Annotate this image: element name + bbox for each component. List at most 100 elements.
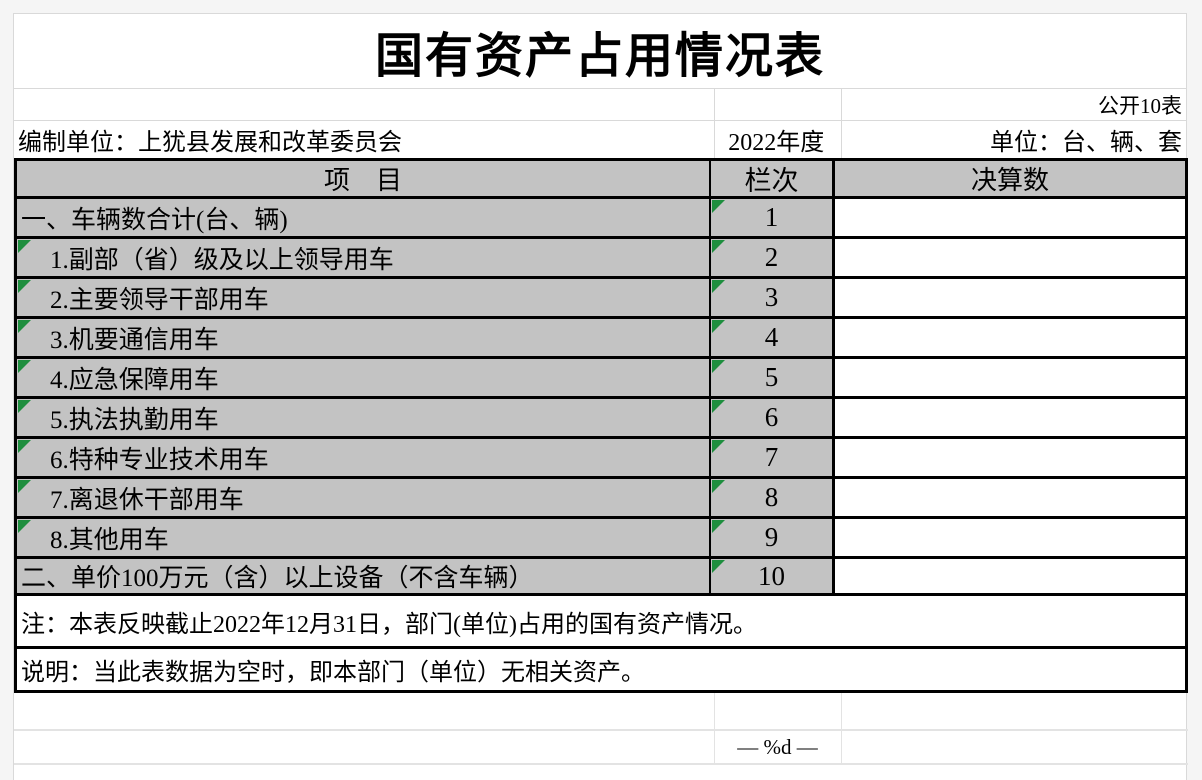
value-cell: [835, 479, 1185, 516]
item-cell: 2.主要领导干部用车: [17, 279, 711, 316]
column-no-cell: 1: [711, 199, 835, 236]
table-row: 6.特种专业技术用车 7: [17, 439, 1185, 479]
item-cell: 二、单价100万元（含）以上设备（不含车辆）: [17, 559, 711, 593]
title-row: 国有资产占用情况表: [14, 14, 1186, 89]
grid-hairline: [841, 121, 842, 158]
column-no-label: 6: [764, 402, 779, 432]
item-cell: 3.机要通信用车: [17, 319, 711, 356]
item-cell: 6.特种专业技术用车: [17, 439, 711, 476]
footer-row: — %d —: [14, 731, 1188, 765]
column-no-cell: 2: [711, 239, 835, 276]
cell-error-marker-icon: [712, 560, 725, 573]
value-cell: [835, 559, 1185, 593]
cell-error-marker-icon: [712, 400, 725, 413]
item-cell: 一、车辆数合计(台、辆): [17, 199, 711, 236]
value-cell: [835, 199, 1185, 236]
cell-error-marker-icon: [712, 360, 725, 373]
asset-table: 项 目 栏次 决算数 一、车辆数合计(台、辆) 1 1.副部（省）级及以上领导用车 2…: [14, 158, 1188, 596]
grid-hairline: [714, 89, 715, 120]
empty-row: [14, 693, 1188, 731]
column-no-label: 3: [764, 282, 779, 312]
item-label: 6.特种专业技术用车: [50, 446, 269, 474]
cell-error-marker-icon: [712, 520, 725, 533]
column-no-label: 1: [764, 202, 779, 232]
cell-error-marker-icon: [712, 480, 725, 493]
value-cell: [835, 399, 1185, 436]
value-cell: [835, 239, 1185, 276]
cell-error-marker-icon: [712, 200, 725, 213]
column-no-cell: 7: [711, 439, 835, 476]
asset-table-body: 一、车辆数合计(台、辆) 1 1.副部（省）级及以上领导用车 2 2.主要领导干部用车 3…: [17, 199, 1185, 593]
table-row: 7.离退休干部用车 8: [17, 479, 1185, 519]
column-no-label: 5: [764, 362, 779, 392]
column-no-label: 9: [764, 522, 779, 552]
column-no-label: 8: [764, 482, 779, 512]
grid-hairline: [841, 693, 842, 765]
cell-error-marker-icon: [18, 440, 31, 453]
value-cell: [835, 439, 1185, 476]
grid-hairline: [714, 121, 715, 158]
item-label: 二、单价100万元（含）以上设备（不含车辆）: [21, 565, 534, 592]
column-no-cell: 10: [711, 559, 835, 593]
header-column-cell: 栏次: [711, 161, 835, 196]
page-number: — %d —: [737, 734, 818, 759]
bottom-area: — %d —: [14, 693, 1188, 765]
note-row: 注：本表反映截止2022年12月31日，部门(单位)占用的国有资产情况。: [14, 596, 1188, 649]
item-label: 1.副部（省）级及以上领导用车: [50, 246, 394, 274]
cell-error-marker-icon: [712, 320, 725, 333]
page-title: 国有资产占用情况表: [374, 30, 825, 83]
cell-error-marker-icon: [18, 480, 31, 493]
header-item-cell: 项 目: [17, 161, 711, 196]
explanation-row: 说明：当此表数据为空时，即本部门（单位）无相关资产。: [14, 649, 1188, 693]
table-row: 3.机要通信用车 4: [17, 319, 1185, 359]
doc-label: 公开10表: [1098, 93, 1182, 118]
table-row: 1.副部（省）级及以上领导用车 2: [17, 239, 1185, 279]
column-no-label: 10: [758, 560, 785, 591]
item-label: 3.机要通信用车: [50, 326, 219, 354]
column-no-cell: 8: [711, 479, 835, 516]
cell-error-marker-icon: [712, 240, 725, 253]
grid-hairline: [841, 89, 842, 120]
grid-hairline: [714, 693, 715, 765]
item-cell: 8.其他用车: [17, 519, 711, 556]
cell-error-marker-icon: [712, 280, 725, 293]
year-label: 2022年度: [728, 130, 825, 156]
sheet-page: 国有资产占用情况表 公开10表 编制单位：上犹县发展和改革委员会 2022年度 …: [13, 13, 1188, 780]
item-label: 4.应急保障用车: [50, 366, 219, 394]
item-cell: 5.执法执勤用车: [17, 399, 711, 436]
value-cell: [835, 359, 1185, 396]
item-label: 2.主要领导干部用车: [50, 286, 269, 314]
table-row: 一、车辆数合计(台、辆) 1: [17, 199, 1185, 239]
table-header-row: 项 目 栏次 决算数: [17, 161, 1185, 199]
cell-error-marker-icon: [712, 440, 725, 453]
unit-label: 单位：台、辆、套: [990, 130, 1182, 156]
item-label: 一、车辆数合计(台、辆): [21, 206, 288, 234]
table-row: 2.主要领导干部用车 3: [17, 279, 1185, 319]
cell-error-marker-icon: [18, 320, 31, 333]
item-label: 7.离退休干部用车: [50, 486, 244, 514]
cell-error-marker-icon: [18, 240, 31, 253]
table-row: 5.执法执勤用车 6: [17, 399, 1185, 439]
table-row: 8.其他用车 9: [17, 519, 1185, 559]
doc-label-row: 公开10表: [14, 89, 1186, 121]
item-cell: 7.离退休干部用车: [17, 479, 711, 516]
column-no-label: 7: [764, 442, 779, 472]
meta-row: 编制单位：上犹县发展和改革委员会 2022年度 单位：台、辆、套: [14, 121, 1186, 158]
column-no-cell: 4: [711, 319, 835, 356]
prepared-by-label: 编制单位：上犹县发展和改革委员会: [18, 130, 402, 156]
cell-error-marker-icon: [18, 280, 31, 293]
item-label: 5.执法执勤用车: [50, 406, 219, 434]
cell-error-marker-icon: [18, 400, 31, 413]
column-no-label: 4: [764, 322, 779, 352]
header-value-cell: 决算数: [835, 161, 1185, 196]
cell-error-marker-icon: [18, 360, 31, 373]
item-cell: 4.应急保障用车: [17, 359, 711, 396]
value-cell: [835, 319, 1185, 356]
table-row: 二、单价100万元（含）以上设备（不含车辆） 10: [17, 559, 1185, 593]
value-cell: [835, 279, 1185, 316]
explanation-text: 说明：当此表数据为空时，即本部门（单位）无相关资产。: [21, 660, 645, 686]
value-cell: [835, 519, 1185, 556]
item-cell: 1.副部（省）级及以上领导用车: [17, 239, 711, 276]
note-text: 注：本表反映截止2022年12月31日，部门(单位)占用的国有资产情况。: [21, 611, 757, 638]
column-no-cell: 9: [711, 519, 835, 556]
